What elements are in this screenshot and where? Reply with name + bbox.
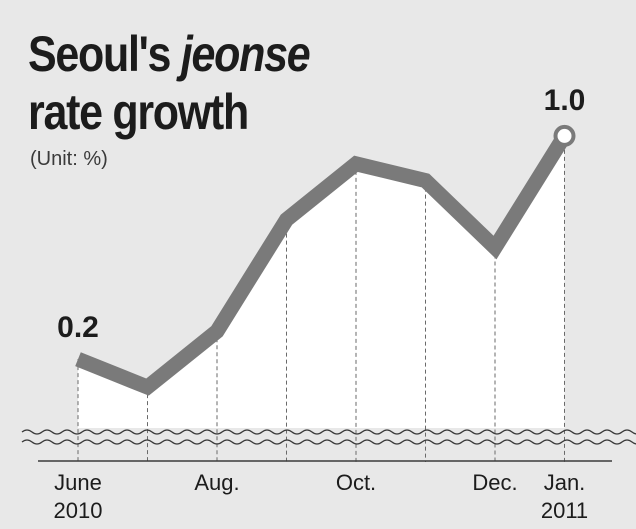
x-tick-label-4: Oct. <box>336 470 376 495</box>
chart-title-line-2: rate growth <box>28 84 249 140</box>
title-text: Seoul's <box>28 26 181 82</box>
unit-label: (Unit: %) <box>30 148 108 170</box>
x-tick-label-2: Aug. <box>194 470 239 495</box>
title-italic-word: jeonse <box>180 26 311 82</box>
x-tick-label-0-year: 2010 <box>54 498 103 523</box>
x-tick-label-7-year: 2011 <box>541 498 588 523</box>
axis-break-wave-bottom <box>21 439 636 445</box>
x-tick-label-6: Dec. <box>472 470 517 495</box>
chart-title-line-1: Seoul's jeonse <box>28 26 311 82</box>
data-label-7: 1.0 <box>544 84 586 117</box>
x-tick-label-0: June <box>54 470 102 495</box>
x-tick-label-7: Jan. <box>544 470 586 495</box>
plot-area-fill <box>78 135 565 428</box>
end-point-marker <box>553 124 576 147</box>
series-line <box>75 131 571 396</box>
axis-break-wave-top <box>21 429 636 435</box>
data-label-0: 0.2 <box>57 311 99 344</box>
